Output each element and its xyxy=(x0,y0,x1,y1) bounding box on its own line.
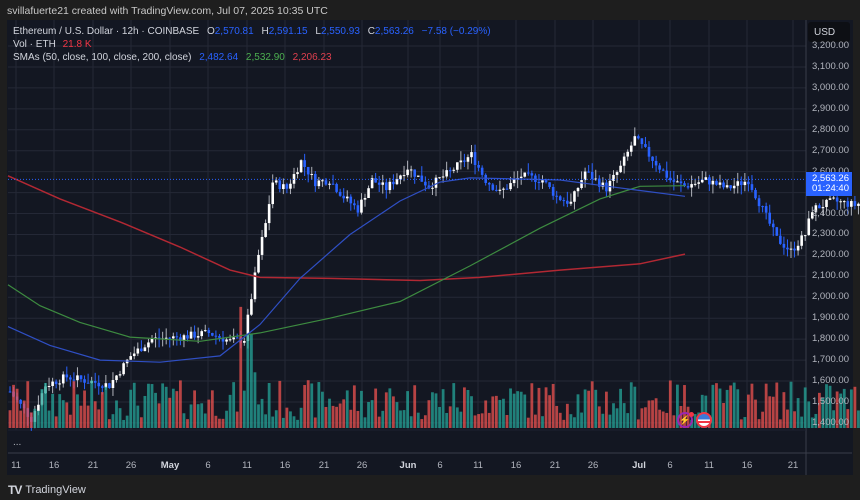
low-value: 2,550.93 xyxy=(320,26,360,37)
price-tick-label: 1,900.00 xyxy=(812,312,849,324)
price-tick-label: 2,600.00 xyxy=(812,166,849,177)
high-value: 2,591.15 xyxy=(268,26,308,37)
time-tick-label: 11 xyxy=(704,460,714,471)
price-tick-label: 2,800.00 xyxy=(812,123,849,135)
currency-button[interactable]: USD xyxy=(808,22,850,42)
price-tick-label: 2,900.00 xyxy=(812,102,849,114)
volume-label[interactable]: Vol · ETH xyxy=(13,39,56,50)
symbol-title[interactable]: Ethereum / U.S. Dollar · 12h · COINBASE xyxy=(13,26,200,37)
candles xyxy=(8,127,860,431)
time-tick-label: 11 xyxy=(473,460,483,471)
top-bar: svillafuerte21 created with TradingView.… xyxy=(0,0,860,20)
sma-label[interactable]: SMAs (50, close, 100, close, 200, close) xyxy=(13,52,192,63)
sma100-value: 2,532.90 xyxy=(245,52,285,63)
legend-symbol-row: Ethereum / U.S. Dollar · 12h · COINBASE … xyxy=(13,26,491,37)
time-tick-label: Jul xyxy=(632,460,646,471)
bar-countdown: 01:24:40 xyxy=(812,183,849,194)
time-tick-label: 6 xyxy=(205,460,211,471)
brand-name: TradingView xyxy=(25,484,86,496)
us-flag-event-icon[interactable] xyxy=(696,412,712,428)
sma50-value: 2,482.64 xyxy=(199,52,239,63)
time-tick-label: 16 xyxy=(279,460,291,471)
economic-event-icon[interactable]: ⚡ xyxy=(677,412,693,428)
time-tick-label: 16 xyxy=(741,460,753,471)
time-tick-label: May xyxy=(160,460,180,471)
last-price-tag: 2,563.26 01:24:40 xyxy=(806,172,852,196)
change-value: −7.58 (−0.29%) xyxy=(421,26,491,37)
price-tick-label: 1,700.00 xyxy=(812,354,849,366)
event-notification-dot xyxy=(689,412,694,417)
last-price: 2,563.26 xyxy=(812,173,849,184)
time-tick-label: 16 xyxy=(48,460,60,471)
legend-sma-row: SMAs (50, close, 100, close, 200, close)… xyxy=(13,52,332,63)
time-tick-label: 21 xyxy=(549,460,561,471)
volume-value: 21.8 K xyxy=(62,39,92,50)
time-tick-label: 11 xyxy=(242,460,252,471)
price-tick-label: 2,700.00 xyxy=(812,144,849,156)
time-tick-label: 6 xyxy=(667,460,673,471)
time-tick-label: 26 xyxy=(587,460,599,471)
time-tick-label: 11 xyxy=(11,460,21,471)
tradingview-logo-icon: TV xyxy=(8,483,22,497)
footer-brand: TV TradingView xyxy=(8,483,86,497)
time-tick-label: 21 xyxy=(318,460,330,471)
sma200-line[interactable] xyxy=(7,175,686,282)
price-tick-label: 1,600.00 xyxy=(812,375,849,387)
price-tick-label: 3,200.00 xyxy=(812,40,849,51)
time-tick-label: Jun xyxy=(399,460,417,471)
open-value: 2,570.81 xyxy=(214,26,254,37)
time-tick-label: 21 xyxy=(787,460,799,471)
price-tick-label: 2,100.00 xyxy=(812,270,849,282)
close-value: 2,563.26 xyxy=(374,26,414,37)
legend-volume-row: Vol · ETH 21.8 K xyxy=(13,39,92,50)
sma50-line[interactable] xyxy=(7,177,686,363)
price-tick-label: 1,400.00 xyxy=(812,416,849,428)
time-tick-label: 26 xyxy=(125,460,137,471)
price-tick-label: 1,500.00 xyxy=(812,395,849,407)
price-tick-label: 2,400.00 xyxy=(812,207,849,219)
price-tick-label: 3,000.00 xyxy=(812,81,849,93)
time-tick-label: 21 xyxy=(87,460,99,471)
price-tick-label: 3,100.00 xyxy=(812,60,849,72)
volume-bars xyxy=(8,306,860,428)
volume-pane-menu[interactable]: ... xyxy=(13,437,22,448)
time-tick-label: 26 xyxy=(356,460,368,471)
time-tick-label: 16 xyxy=(510,460,522,471)
sma200-value: 2,206.23 xyxy=(292,52,332,63)
sma100-line[interactable] xyxy=(7,185,686,342)
price-tick-label: 1,800.00 xyxy=(812,333,849,345)
price-tick-label: 2,000.00 xyxy=(812,291,849,303)
chart-credit: svillafuerte21 created with TradingView.… xyxy=(7,5,328,17)
price-tick-label: 2,200.00 xyxy=(812,249,849,261)
time-tick-label: 6 xyxy=(437,460,443,471)
price-tick-label: 2,300.00 xyxy=(812,228,849,240)
